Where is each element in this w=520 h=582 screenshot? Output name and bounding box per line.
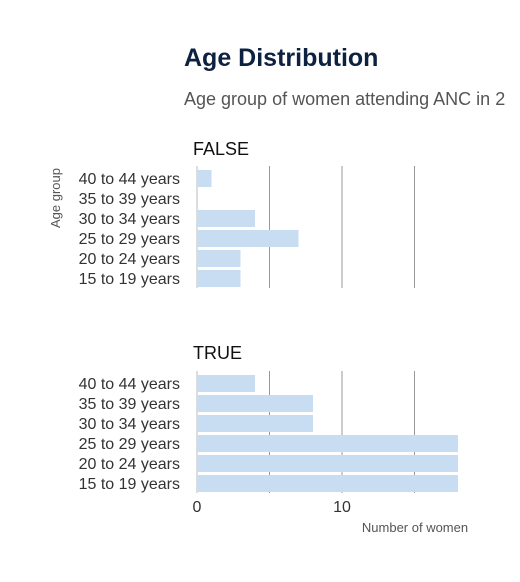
category-label: 35 to 39 years (79, 396, 180, 413)
bar (197, 435, 458, 452)
category-label: 25 to 29 years (79, 231, 180, 248)
bar (197, 375, 255, 392)
bar (197, 395, 313, 412)
category-label: 20 to 24 years (79, 251, 180, 268)
label-layer: FALSE 15 to 19 years 20 to 24 years 25 to 2… (79, 139, 351, 516)
category-label: 40 to 44 years (79, 171, 180, 188)
bar (197, 250, 241, 267)
chart-subtitle: Age group of women attending ANC in 2 (184, 89, 506, 109)
category-label: 40 to 44 years (79, 376, 180, 393)
x-tick-label: 0 (193, 499, 202, 516)
facet-label: TRUE (193, 343, 242, 363)
bar-layer (197, 170, 458, 492)
x-axis-title: Number of women (362, 520, 468, 535)
bar (197, 170, 212, 187)
x-tick-label: 10 (333, 499, 351, 516)
y-axis-title: Age group (48, 168, 63, 228)
category-label: 15 to 19 years (79, 476, 180, 493)
bar (197, 475, 458, 492)
category-label: 30 to 34 years (79, 211, 180, 228)
bar (197, 270, 241, 287)
bar (197, 210, 255, 227)
chart-title: Age Distribution (184, 44, 379, 72)
bar (197, 230, 299, 247)
bar (197, 455, 458, 472)
category-label: 20 to 24 years (79, 456, 180, 473)
bar (197, 415, 313, 432)
category-label: 15 to 19 years (79, 271, 180, 288)
category-label: 25 to 29 years (79, 436, 180, 453)
category-label: 30 to 34 years (79, 416, 180, 433)
facet-label: FALSE (193, 139, 249, 159)
category-label: 35 to 39 years (79, 191, 180, 208)
